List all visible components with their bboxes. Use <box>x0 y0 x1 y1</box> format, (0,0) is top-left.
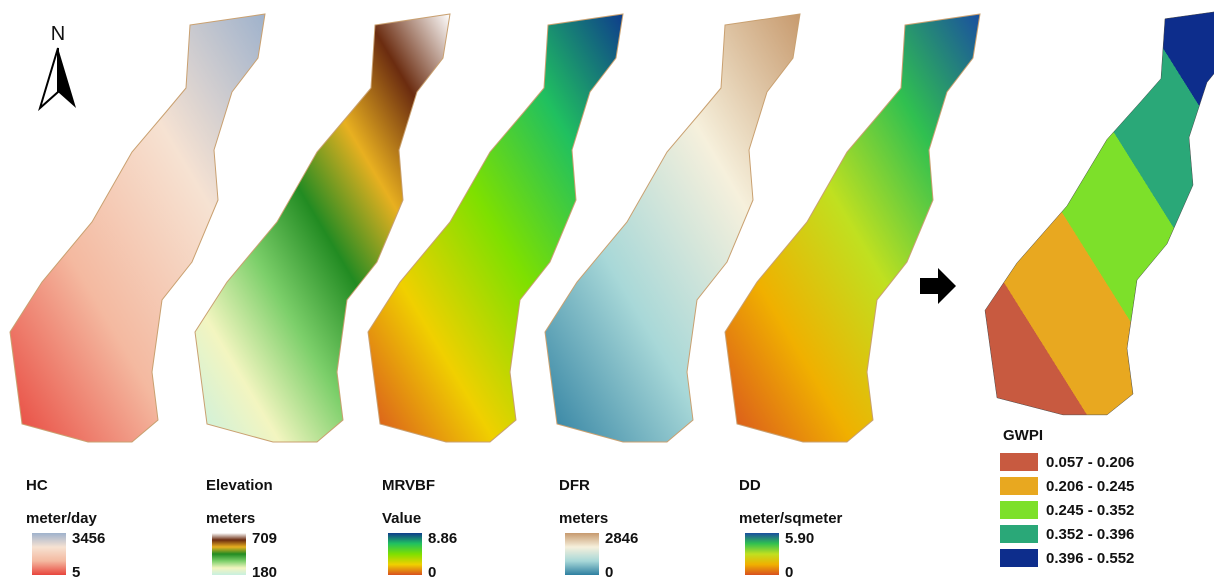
legend-ramp <box>388 533 422 575</box>
legend-max: 3456 <box>72 530 105 547</box>
legend-unit: meters <box>206 510 255 527</box>
legend-unit: meters <box>559 510 608 527</box>
legend-title: DFR <box>559 477 590 494</box>
legend-unit: meter/sqmeter <box>739 510 843 527</box>
legend-title: HC <box>26 477 48 494</box>
legend-label: 0.396 - 0.552 <box>1046 550 1134 567</box>
legend-swatch <box>1000 501 1038 519</box>
legend-title: GWPI <box>1003 427 1043 444</box>
legend-min: 0 <box>428 564 436 581</box>
legend-swatch <box>1000 453 1038 471</box>
legend-max: 8.86 <box>428 530 457 547</box>
legend-max: 709 <box>252 530 277 547</box>
legend-ramp <box>565 533 599 575</box>
maps <box>10 8 1214 442</box>
figure: N HC meter/day 3456 5 Elevation meters 709 180 M… <box>0 0 1214 586</box>
legend-unit: Value <box>382 510 421 527</box>
legend-title: Elevation <box>206 477 273 494</box>
north-label: N <box>51 23 65 45</box>
arrow <box>920 268 956 304</box>
legend-label: 0.206 - 0.245 <box>1046 478 1134 495</box>
legends: HC meter/day 3456 5 Elevation meters 709 180 MRV… <box>26 427 1134 581</box>
legend-min: 0 <box>785 564 793 581</box>
legend-swatch <box>1000 549 1038 567</box>
legend-max: 5.90 <box>785 530 814 547</box>
legend-unit: meter/day <box>26 510 98 527</box>
legend-swatch <box>1000 525 1038 543</box>
legend-min: 0 <box>605 564 613 581</box>
legend-max: 2846 <box>605 530 638 547</box>
map-result <box>985 8 1214 415</box>
legend-title: MRVBF <box>382 477 435 494</box>
legend-label: 0.057 - 0.206 <box>1046 454 1134 471</box>
legend-swatch <box>1000 477 1038 495</box>
legend-ramp <box>745 533 779 575</box>
legend-label: 0.352 - 0.396 <box>1046 526 1134 543</box>
legend-ramp <box>32 533 66 575</box>
legend-ramp <box>212 533 246 575</box>
legend-min: 5 <box>72 564 80 581</box>
legend-label: 0.245 - 0.352 <box>1046 502 1134 519</box>
legend-title: DD <box>739 477 761 494</box>
north-arrow: N <box>40 23 76 108</box>
legend-min: 180 <box>252 564 277 581</box>
